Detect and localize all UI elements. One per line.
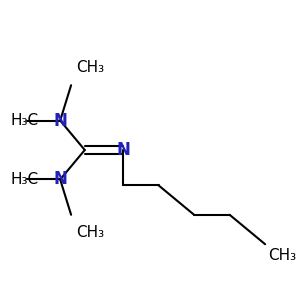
- Text: CH₃: CH₃: [268, 248, 296, 263]
- Text: H₃C: H₃C: [11, 113, 39, 128]
- Text: CH₃: CH₃: [76, 60, 105, 75]
- Text: N: N: [53, 112, 67, 130]
- Text: N: N: [53, 170, 67, 188]
- Text: CH₃: CH₃: [76, 225, 105, 240]
- Text: H₃C: H₃C: [11, 172, 39, 187]
- Text: N: N: [116, 141, 130, 159]
